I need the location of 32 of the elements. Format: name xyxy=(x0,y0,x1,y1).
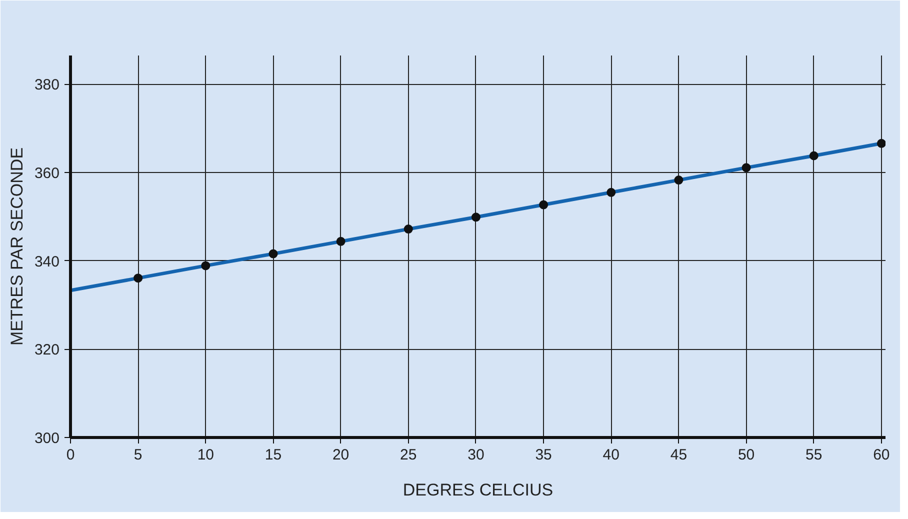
point xyxy=(201,261,210,270)
point xyxy=(404,224,413,234)
point xyxy=(471,212,480,222)
y-tick-label: 360 xyxy=(34,165,60,182)
y-tick-label: 380 xyxy=(34,76,60,94)
y-tick-label: 320 xyxy=(34,342,60,359)
x-tick-label: 50 xyxy=(738,446,755,464)
x-tick-label: 0 xyxy=(66,446,75,464)
point xyxy=(606,188,616,197)
y-tick-label: 300 xyxy=(34,430,60,447)
x-tick-label: 25 xyxy=(400,446,417,464)
x-tick-label: 20 xyxy=(332,446,350,464)
x-tick-label: 30 xyxy=(468,446,484,464)
point xyxy=(336,236,346,246)
point xyxy=(674,176,684,185)
y-tick-label: 340 xyxy=(34,253,60,270)
point xyxy=(742,163,751,172)
y-axis-title: METRES PAR SECONDE xyxy=(7,147,26,346)
x-tick-label: 5 xyxy=(134,446,142,464)
point xyxy=(809,151,818,160)
x-tick-label: 35 xyxy=(535,446,552,464)
x-tick-label: 60 xyxy=(873,446,890,464)
x-tick-label: 45 xyxy=(670,446,688,464)
x-tick-label: 55 xyxy=(806,446,822,464)
point xyxy=(268,249,278,258)
point xyxy=(134,274,143,283)
x-axis-title: DEGRES CELCIUS xyxy=(402,480,554,500)
x-tick-label: 40 xyxy=(602,446,620,464)
x-tick-label: 15 xyxy=(264,446,282,464)
point xyxy=(539,200,548,210)
x-tick-label: 10 xyxy=(197,446,214,464)
point xyxy=(876,138,886,148)
